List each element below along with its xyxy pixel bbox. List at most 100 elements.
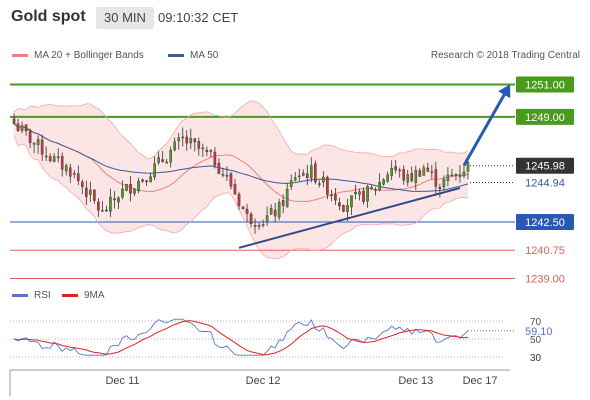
candle-body — [141, 179, 144, 182]
rsi-tick-label: 30 — [530, 353, 542, 364]
candle-body — [233, 184, 237, 195]
timeframe-badge[interactable]: 30 MIN — [96, 7, 154, 29]
candle-body — [342, 205, 345, 212]
rsi-ma-line — [13, 320, 469, 356]
candle-body — [305, 173, 309, 179]
candle-body — [330, 194, 333, 197]
candle-body — [446, 174, 450, 181]
candle-body — [249, 213, 253, 224]
candle-body — [366, 186, 369, 202]
bollinger-band-area — [14, 100, 468, 259]
candle-body — [269, 207, 273, 215]
candle-body — [410, 173, 414, 181]
ma9-swatch-icon — [62, 294, 78, 297]
legend-ma50-label: MA 50 — [190, 50, 219, 61]
ma50-line — [13, 123, 469, 192]
candle-body — [386, 174, 389, 182]
candle-body — [245, 208, 249, 214]
candle-body — [382, 179, 385, 185]
candle-body — [64, 165, 68, 172]
candle-body — [318, 183, 321, 185]
candle-body — [60, 156, 64, 170]
candle-body — [109, 196, 112, 212]
candle-body — [16, 123, 20, 132]
candle-body — [89, 189, 92, 195]
level-tag-bg — [516, 108, 574, 125]
candle-body — [28, 129, 32, 143]
candle-body — [265, 215, 269, 223]
candle-body — [422, 167, 426, 176]
candle-body — [44, 155, 48, 158]
rsi-line — [13, 318, 469, 356]
legend-9ma: 9MA — [62, 290, 105, 301]
ma50-swatch-icon — [168, 54, 184, 57]
candle-body — [378, 182, 381, 191]
candle-body — [314, 163, 317, 183]
level-tag-bg — [516, 157, 574, 174]
candle-body — [197, 141, 201, 149]
candle-body — [362, 190, 365, 202]
candle-body — [346, 205, 349, 212]
candle-body — [442, 178, 446, 188]
candle-body — [462, 171, 466, 177]
candle-body — [129, 183, 132, 194]
candle-body — [398, 169, 401, 172]
candle-body — [217, 162, 221, 174]
instrument-title: Gold spot — [11, 8, 86, 25]
candle-body — [52, 156, 56, 162]
candle-body — [297, 175, 301, 178]
candle-body — [310, 165, 313, 179]
candle-body — [56, 156, 60, 159]
candle-body — [185, 136, 189, 144]
legend-ma50: MA 50 — [168, 50, 218, 61]
legend-ma20-label: MA 20 + Bollinger Bands — [34, 50, 144, 61]
candle-body — [201, 147, 205, 150]
candle-body — [289, 180, 293, 187]
candle-body — [354, 191, 357, 195]
candle-body — [358, 191, 361, 195]
rsi-tick-label: 70 — [530, 317, 542, 328]
candle-body — [450, 174, 454, 177]
candle-body — [169, 149, 172, 163]
candle-body — [20, 125, 24, 131]
candle-body — [193, 138, 197, 143]
rsi-tick-label: 50 — [530, 335, 542, 346]
candle-body — [406, 174, 410, 183]
candle-body — [205, 149, 209, 152]
candle-body — [426, 167, 430, 172]
credit-text: Research © 2018 Trading Central — [430, 50, 580, 61]
candle-body — [225, 175, 229, 177]
candle-body — [72, 173, 76, 175]
candle-body — [466, 162, 470, 172]
level-tag-1249.00: 1249.00 — [525, 112, 565, 124]
level-tag-bg — [516, 76, 574, 93]
candle-body — [322, 176, 325, 183]
candle-body — [85, 187, 88, 197]
candle-body — [181, 136, 185, 139]
candle-body — [338, 202, 341, 207]
price-legend: MA 20 + Bollinger Bands MA 50 Research ©… — [0, 50, 590, 66]
rsi-swatch-icon — [12, 294, 28, 297]
candle-body — [430, 171, 434, 173]
candle-body — [334, 194, 337, 201]
candle-body — [113, 198, 116, 201]
candle-body — [285, 188, 289, 207]
candle-body — [133, 188, 136, 194]
level-tag-1251.00: 1251.00 — [525, 80, 565, 92]
legend-rsi: RSI — [12, 290, 51, 301]
candle-body — [97, 201, 100, 211]
candle-body — [414, 169, 418, 183]
rsi-legend: RSI 9MA — [0, 290, 300, 306]
bollinger-upper-line — [13, 100, 469, 159]
level-tag-bg — [516, 213, 574, 230]
candle-body — [454, 174, 458, 176]
candle-body — [12, 118, 16, 124]
bollinger-lower-line — [13, 134, 469, 260]
candle-body — [273, 209, 277, 217]
level-tag-1239.00: 1239.00 — [525, 274, 565, 286]
candle-body — [105, 209, 108, 212]
candle-body — [125, 184, 128, 191]
candle-body — [93, 189, 96, 201]
candle-body — [221, 174, 225, 176]
